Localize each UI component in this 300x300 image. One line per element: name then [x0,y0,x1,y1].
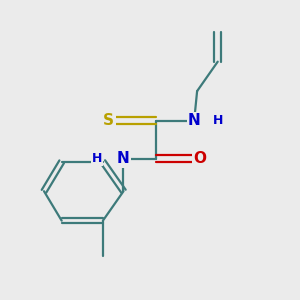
Text: S: S [103,113,114,128]
Text: H: H [92,152,102,165]
Text: N: N [188,113,200,128]
Text: N: N [117,151,130,166]
Text: O: O [194,151,207,166]
Text: H: H [212,114,223,127]
